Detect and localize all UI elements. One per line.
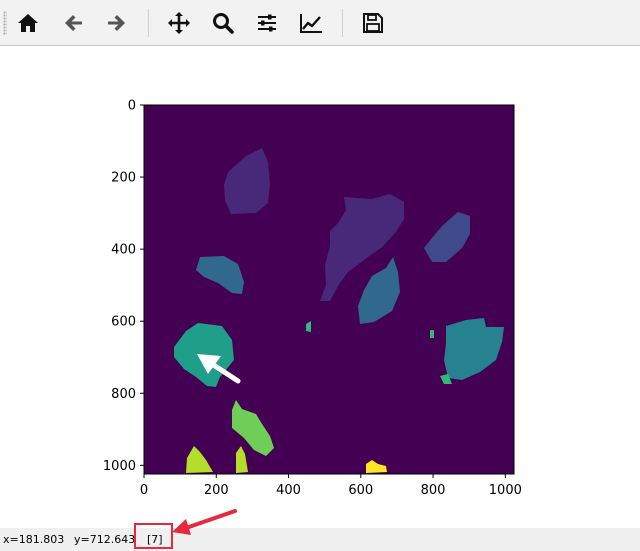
toolbar-grip[interactable] [3,11,7,35]
segment-region [224,148,270,214]
toolbar-separator [342,9,343,37]
segment-region [320,194,404,301]
cursor-x-readout: x=181.803 [3,533,65,546]
configure-subplots-button[interactable] [250,6,284,40]
x-tick-label: 800 [421,483,446,498]
segment-region [196,256,244,294]
y-tick-label: 600 [111,315,136,330]
y-tick-label: 400 [111,243,136,258]
cursor-y-readout: y=712.643 [74,533,136,546]
edit-axis-button[interactable] [294,6,328,40]
navigation-toolbar [0,0,640,46]
floppy-disk-icon [363,13,383,33]
segment-region [306,321,311,332]
plot-svg[interactable]: 0 200 400 600 800 1000 0 200 400 600 800 1000 [0,46,640,528]
pan-button[interactable] [162,6,196,40]
segment-region [424,212,470,262]
arrow-right-icon [108,15,125,31]
x-tick-label: 400 [276,483,301,498]
axes-frame [143,104,515,475]
y-tick-label: 1000 [103,459,136,474]
x-tick-label: 0 [140,483,148,498]
forward-button[interactable] [100,6,134,40]
sliders-icon [258,14,276,32]
save-button[interactable] [356,6,390,40]
figure-canvas[interactable]: 0 200 400 600 800 1000 0 200 400 600 800 1000 [0,46,640,528]
segment-region [186,446,213,473]
x-tick-label: 200 [204,483,229,498]
move-icon [168,12,190,34]
back-button[interactable] [56,6,90,40]
status-bar: x=181.803 y=712.643 [7] [0,528,640,551]
segment-region [444,318,504,380]
toolbar-separator [148,9,149,37]
y-axis: 0 200 400 600 800 1000 [103,99,144,474]
x-axis: 0 200 400 600 800 1000 [140,474,522,498]
segment-region [232,400,274,456]
x-tick-label: 1000 [489,483,522,498]
line-chart-icon [300,14,322,33]
segment-region [358,257,400,324]
segment-region [236,446,248,473]
x-tick-label: 600 [348,483,373,498]
arrow-left-icon [65,15,82,31]
pixel-value-readout: [7] [147,533,163,546]
home-icon [18,14,38,32]
segment-region [366,460,387,473]
segment-region [440,374,452,384]
y-tick-label: 800 [111,387,136,402]
home-button[interactable] [11,6,45,40]
y-tick-label: 0 [128,99,136,114]
segment-region [430,330,434,338]
zoom-button[interactable] [206,6,240,40]
y-tick-label: 200 [111,171,136,186]
magnifier-icon [213,13,234,34]
white-arrow-annotation [197,354,241,384]
